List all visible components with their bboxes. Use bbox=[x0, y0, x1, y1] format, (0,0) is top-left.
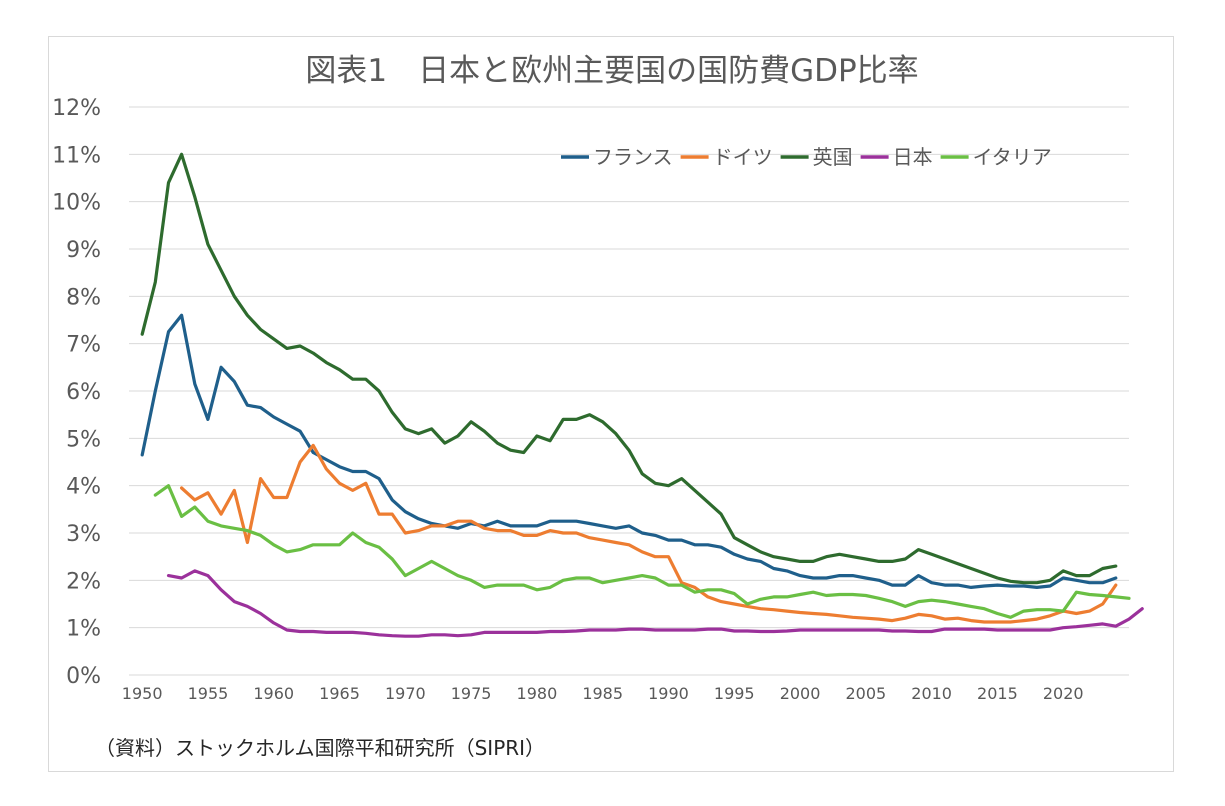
y-tick-label: 2% bbox=[66, 569, 101, 594]
y-tick-label: 9% bbox=[66, 238, 101, 263]
y-axis-ticks: 0% 1% 2% 3% 4% 5% 6% 7% 8% 9% 10% 11% 12% bbox=[52, 96, 101, 689]
x-tick-label: 1950 bbox=[122, 684, 163, 703]
series-line-france bbox=[140, 313, 1118, 590]
x-tick-label: 1970 bbox=[385, 684, 426, 703]
y-tick-label: 4% bbox=[66, 475, 101, 500]
series-line-japan bbox=[166, 569, 1144, 638]
x-axis-ticks: 1950 1955 1960 1965 1970 1975 1980 1985 1990 1995… bbox=[122, 684, 1084, 703]
series-lines bbox=[140, 152, 1144, 638]
legend-label-france: フランス bbox=[593, 145, 673, 169]
x-tick-label: 1980 bbox=[517, 684, 558, 703]
legend: フランス ドイツ 英国 日本 イタリア bbox=[561, 145, 1052, 169]
x-tick-label: 2010 bbox=[911, 684, 952, 703]
x-tick-label: 1995 bbox=[714, 684, 755, 703]
x-tick-label: 2020 bbox=[1043, 684, 1084, 703]
chart-title: 図表1 日本と欧州主要国の国防費GDP比率 bbox=[305, 53, 918, 89]
y-tick-label: 1% bbox=[66, 617, 101, 642]
legend-label-uk: 英国 bbox=[813, 145, 853, 169]
y-tick-label: 8% bbox=[66, 285, 101, 310]
x-tick-label: 2005 bbox=[845, 684, 886, 703]
x-tick-label: 1975 bbox=[451, 684, 492, 703]
x-tick-label: 2015 bbox=[977, 684, 1018, 703]
y-tick-label: 3% bbox=[66, 522, 101, 547]
chart-frame: 図表1 日本と欧州主要国の国防費GDP比率 0% 1% 2% 3% 4% 5% 6% 7% 8%… bbox=[48, 36, 1174, 772]
series-line-germany bbox=[180, 443, 1118, 624]
y-tick-label: 7% bbox=[66, 333, 101, 358]
legend-label-italy: イタリア bbox=[973, 145, 1052, 169]
legend-label-japan: 日本 bbox=[893, 145, 933, 169]
x-tick-label: 2000 bbox=[780, 684, 821, 703]
y-tick-label: 0% bbox=[66, 664, 101, 689]
series-line-uk bbox=[140, 152, 1118, 585]
series-line-italy bbox=[153, 484, 1131, 619]
x-tick-label: 1965 bbox=[319, 684, 360, 703]
gridlines bbox=[129, 106, 1129, 676]
x-tick-label: 1985 bbox=[582, 684, 623, 703]
y-tick-label: 6% bbox=[66, 380, 101, 405]
y-tick-label: 10% bbox=[52, 191, 101, 216]
line-chart: 図表1 日本と欧州主要国の国防費GDP比率 0% 1% 2% 3% 4% 5% 6% 7% 8%… bbox=[52, 53, 1144, 760]
y-tick-label: 11% bbox=[52, 143, 101, 168]
x-tick-label: 1960 bbox=[253, 684, 294, 703]
legend-label-germany: ドイツ bbox=[713, 145, 773, 169]
source-note: （資料）ストックホルム国際平和研究所（SIPRI） bbox=[95, 736, 545, 760]
x-tick-label: 1990 bbox=[648, 684, 689, 703]
y-tick-label: 5% bbox=[66, 427, 101, 452]
x-tick-label: 1955 bbox=[188, 684, 229, 703]
y-tick-label: 12% bbox=[52, 96, 101, 121]
